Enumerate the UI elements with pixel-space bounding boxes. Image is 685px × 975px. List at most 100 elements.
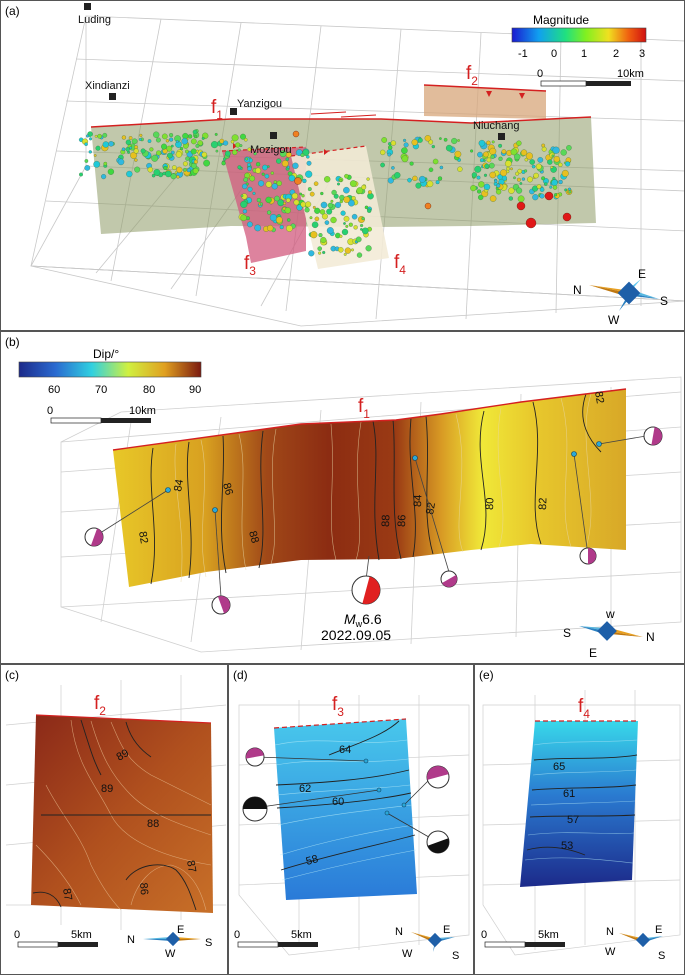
earthquake-dot xyxy=(443,137,448,142)
earthquake-dot xyxy=(279,150,287,158)
svg-text:57: 57 xyxy=(567,814,579,826)
earthquake-dot xyxy=(521,177,526,181)
scale-bar-d: 0 5km xyxy=(234,929,318,948)
earthquake-dot xyxy=(324,176,331,183)
earthquake-dot xyxy=(498,143,503,148)
svg-text:2: 2 xyxy=(613,48,619,60)
earthquake-dot xyxy=(306,160,312,166)
earthquake-dot xyxy=(424,135,431,142)
svg-text:S: S xyxy=(660,294,668,308)
svg-text:88: 88 xyxy=(147,818,159,830)
earthquake-dot xyxy=(300,153,305,158)
earthquake-dot xyxy=(190,148,197,155)
earthquake-dot xyxy=(339,179,343,182)
compass-e xyxy=(619,932,663,948)
svg-text:5km: 5km xyxy=(291,929,312,941)
earthquake-dot xyxy=(161,133,168,140)
earthquake-dot xyxy=(551,154,555,158)
earthquake-dot xyxy=(275,216,283,224)
f2-contour-labels: 89 89 88 87 87 86 xyxy=(60,747,198,902)
earthquake-dot xyxy=(292,162,299,169)
earthquake-dot xyxy=(351,196,356,201)
svg-text:82: 82 xyxy=(136,530,150,544)
earthquake-dot xyxy=(451,137,458,145)
earthquake-dot xyxy=(201,151,208,158)
earthquake-dot xyxy=(197,140,203,146)
earthquake-dot xyxy=(415,182,422,189)
town-marker-yanzigou xyxy=(230,108,237,115)
scale-bar-e: 0 5km xyxy=(481,929,565,948)
earthquake-dot xyxy=(474,165,482,173)
earthquake-dot xyxy=(541,176,546,181)
fault-trace-f1 xyxy=(90,116,592,128)
panel-d-label: (d) xyxy=(233,668,248,682)
mainshock-date: 2022.09.05 xyxy=(321,627,391,643)
earthquake-dot xyxy=(186,168,191,173)
earthquake-dot xyxy=(428,167,434,173)
svg-text:60: 60 xyxy=(332,796,344,808)
earthquake-dot xyxy=(478,194,484,201)
earthquake-dot xyxy=(543,182,548,186)
earthquake-dot xyxy=(102,132,108,138)
earthquake-dot xyxy=(343,196,351,203)
earthquake-dot xyxy=(501,149,507,154)
earthquake-dot xyxy=(101,174,107,180)
earthquake-dot xyxy=(516,140,522,146)
earthquake-dot xyxy=(348,199,355,207)
earthquake-dot xyxy=(381,137,388,143)
earthquake-dot xyxy=(519,182,523,185)
svg-text:87: 87 xyxy=(60,887,74,901)
fault-plane-f1-dip xyxy=(113,389,626,587)
earthquake-dot xyxy=(479,158,484,163)
earthquake-dot xyxy=(356,252,363,258)
earthquake-dot xyxy=(304,207,310,213)
svg-text:W: W xyxy=(165,948,176,960)
svg-text:E: E xyxy=(443,924,450,936)
earthquake-dot xyxy=(265,196,272,204)
earthquake-dot xyxy=(483,173,488,177)
earthquake-dot xyxy=(240,133,246,140)
svg-text:E: E xyxy=(655,924,662,936)
earthquake-dot xyxy=(165,139,170,143)
scale-bar-b: 0 10km xyxy=(47,405,156,424)
earthquake-dot xyxy=(486,140,491,145)
earthquake-dot xyxy=(192,167,199,174)
earthquake-dot xyxy=(147,139,152,143)
earthquake-dot xyxy=(165,170,172,178)
scale-bar-c: 0 5km xyxy=(14,929,98,948)
earthquake-dot xyxy=(343,186,350,194)
earthquake-dot xyxy=(343,222,346,225)
svg-text:80: 80 xyxy=(484,497,496,510)
mainshock-magnitude: Mw6.6 xyxy=(344,611,382,629)
earthquake-dot xyxy=(175,140,179,143)
fault-label-f3-d: f3 xyxy=(332,694,344,719)
earthquake-dot xyxy=(554,193,558,197)
earthquake-dot xyxy=(221,161,226,166)
fault-trace-f4 xyxy=(290,145,367,157)
earthquake-dot xyxy=(103,161,108,166)
svg-text:61: 61 xyxy=(563,788,575,800)
earthquake-dot xyxy=(86,134,90,138)
earthquake-dot xyxy=(243,177,249,183)
earthquake-dot xyxy=(273,180,277,184)
earthquake-dot xyxy=(240,194,244,198)
earthquake-dot xyxy=(214,132,218,136)
earthquake-dot xyxy=(533,172,539,179)
earthquake-dot xyxy=(403,138,407,142)
town-label-yanzigou: Yanzigou xyxy=(237,98,282,110)
earthquake-dot xyxy=(483,151,489,158)
large-earthquake-dot xyxy=(562,212,572,222)
earthquake-dot xyxy=(531,164,536,169)
earthquake-dot xyxy=(566,145,572,151)
earthquake-dot xyxy=(483,183,491,191)
earthquake-dot xyxy=(133,148,139,154)
town-label-niuchang: Niuchang xyxy=(473,120,519,132)
svg-text:0: 0 xyxy=(14,929,20,941)
earthquake-dot xyxy=(237,165,242,170)
earthquake-dot xyxy=(276,158,282,164)
panel-e: (e) f4 65 61 57 53 xyxy=(474,664,685,975)
earthquake-dot xyxy=(94,134,98,138)
earthquake-dot xyxy=(568,190,572,194)
svg-text:62: 62 xyxy=(299,783,311,795)
svg-text:E: E xyxy=(638,267,646,281)
